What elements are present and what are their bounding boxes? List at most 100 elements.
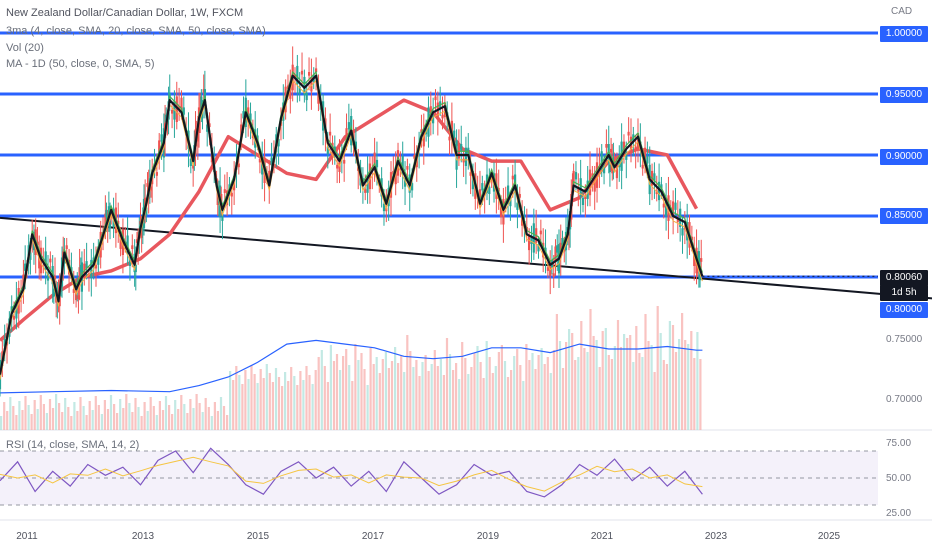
volume-bar bbox=[522, 381, 525, 430]
volume-bar bbox=[473, 353, 476, 430]
volume-bar bbox=[137, 407, 140, 430]
volume-bar bbox=[619, 347, 623, 430]
symbol-title[interactable]: New Zealand Dollar/Canadian Dollar, 1W, … bbox=[6, 7, 244, 19]
volume-bar bbox=[378, 373, 381, 430]
volume-bar bbox=[351, 381, 354, 430]
volume-bar bbox=[262, 378, 265, 430]
volume-bar bbox=[394, 347, 397, 430]
candle-body bbox=[627, 131, 630, 136]
volume-bar bbox=[79, 397, 82, 430]
volume-bar bbox=[409, 351, 412, 430]
candle-body bbox=[537, 244, 540, 252]
volume-bar bbox=[623, 334, 626, 430]
volume-bar bbox=[177, 409, 180, 430]
indicator-3ma-label[interactable]: 3ma (4, close, SMA, 20, close, SMA, 50, … bbox=[6, 25, 266, 37]
volume-bar bbox=[131, 412, 134, 430]
ma-1d-line bbox=[0, 98, 699, 342]
candle-body bbox=[511, 175, 514, 180]
candle-body bbox=[201, 111, 204, 119]
candle-body bbox=[434, 96, 437, 101]
volume-bar bbox=[674, 352, 678, 430]
x-tick-2019: 2019 bbox=[476, 531, 500, 542]
candle-body bbox=[693, 251, 696, 266]
volume-bar bbox=[284, 372, 287, 430]
candle-body bbox=[52, 289, 55, 297]
candle-body bbox=[326, 146, 329, 154]
volume-bar bbox=[183, 404, 186, 430]
volume-bar bbox=[9, 397, 12, 430]
indicator-volume-label[interactable]: Vol (20) bbox=[6, 42, 44, 54]
candle-body bbox=[605, 144, 608, 148]
candle-body bbox=[464, 147, 467, 166]
level-tag-1-00: 1.00000 bbox=[880, 26, 928, 42]
volume-bar bbox=[171, 414, 174, 430]
candle-body bbox=[258, 158, 261, 163]
volume-bar bbox=[222, 406, 226, 430]
candle-body bbox=[608, 164, 611, 173]
volume-bar bbox=[668, 321, 671, 430]
candle-body bbox=[237, 163, 240, 168]
candle-body bbox=[469, 172, 472, 176]
volume-ma-line bbox=[0, 339, 703, 394]
volume-bar bbox=[55, 394, 58, 430]
volume-bar bbox=[256, 383, 259, 430]
volume-bar bbox=[412, 367, 415, 430]
volume-bar bbox=[91, 410, 94, 430]
bar-countdown-tag: 1d 5h bbox=[880, 285, 928, 301]
last-price-tag: 0.80060 bbox=[880, 270, 928, 286]
volume-bar bbox=[641, 357, 644, 430]
candle-body bbox=[375, 159, 379, 168]
volume-bar bbox=[580, 321, 583, 430]
volume-bar bbox=[375, 357, 378, 430]
volume-bar bbox=[238, 375, 241, 430]
volume-bar bbox=[140, 416, 143, 430]
volume-bar bbox=[439, 359, 442, 430]
volume-bar bbox=[613, 346, 616, 430]
volume-bar bbox=[494, 366, 497, 430]
candle-body bbox=[182, 107, 185, 115]
volume-bar bbox=[650, 345, 653, 430]
volume-bar bbox=[287, 381, 290, 430]
candle-body bbox=[249, 113, 252, 121]
volume-bar bbox=[161, 410, 165, 430]
volume-bar bbox=[418, 376, 421, 430]
x-tick-2013: 2013 bbox=[131, 531, 155, 542]
candle-body bbox=[615, 163, 618, 179]
volume-bar bbox=[226, 415, 229, 430]
candle-body bbox=[268, 170, 271, 186]
volume-bar bbox=[555, 314, 558, 430]
candle-body bbox=[104, 213, 107, 229]
volume-bar bbox=[552, 350, 555, 430]
level-tag-0-85: 0.85000 bbox=[880, 208, 928, 224]
indicator-rsi-label[interactable]: RSI (14, close, SMA, 14, 2) bbox=[6, 439, 140, 451]
volume-bar bbox=[592, 336, 595, 430]
candle-body bbox=[528, 235, 531, 251]
candle-body bbox=[175, 96, 178, 122]
volume-bar bbox=[467, 374, 470, 430]
volume-bar bbox=[189, 399, 192, 430]
candle-body bbox=[230, 192, 233, 197]
volume-bar bbox=[271, 382, 274, 430]
volume-bar bbox=[323, 366, 326, 430]
volume-bar bbox=[387, 368, 390, 430]
candle-body bbox=[634, 146, 637, 151]
candle-body bbox=[85, 261, 88, 269]
volume-bar bbox=[583, 348, 586, 430]
candle-body bbox=[119, 234, 122, 249]
volume-bar bbox=[152, 406, 155, 430]
candle-body bbox=[216, 190, 219, 205]
volume-bar bbox=[113, 404, 116, 430]
volume-bar bbox=[540, 348, 543, 430]
volume-bar bbox=[436, 366, 439, 430]
volume-bar bbox=[455, 363, 458, 430]
indicator-ma-1d-label[interactable]: MA - 1D (50, close, 0, SMA, 5) bbox=[6, 58, 155, 70]
volume-bar bbox=[662, 360, 665, 430]
candle-body bbox=[613, 159, 616, 164]
candle-body bbox=[413, 155, 416, 159]
volume-bar bbox=[168, 405, 171, 430]
volume-bar bbox=[268, 373, 271, 430]
candle-body bbox=[530, 236, 533, 244]
candle-body bbox=[223, 189, 226, 193]
volume-bar bbox=[119, 399, 122, 430]
